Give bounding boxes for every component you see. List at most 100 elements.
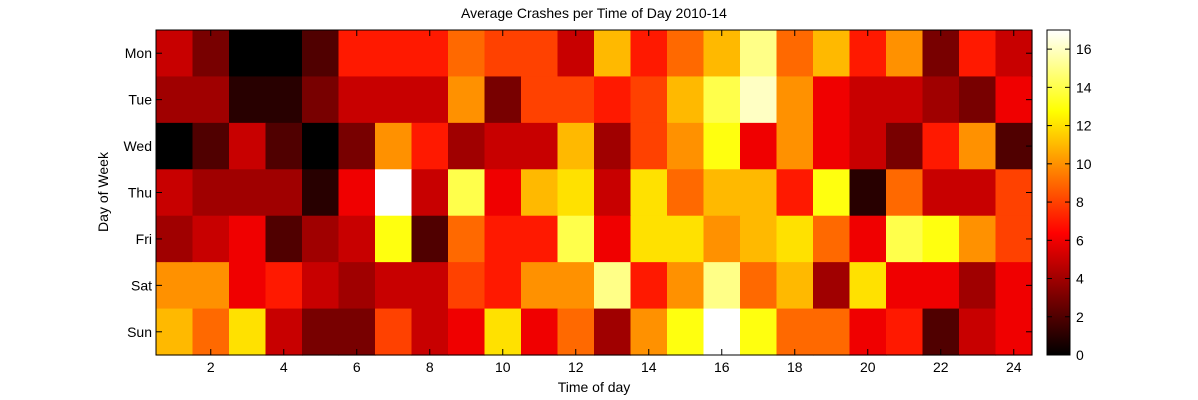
heatmap-cell bbox=[630, 262, 668, 310]
x-tick-label: 2 bbox=[207, 359, 215, 375]
heatmap-cell bbox=[922, 215, 960, 263]
heatmap-cell bbox=[265, 308, 303, 356]
heatmap-cell bbox=[484, 30, 522, 78]
heatmap-cell bbox=[484, 308, 522, 356]
heatmap-cell bbox=[484, 169, 522, 217]
heatmap-cell bbox=[630, 30, 668, 78]
heatmap-cell bbox=[156, 76, 194, 124]
y-tick-label: Fri bbox=[136, 231, 152, 247]
heatmap-cell bbox=[338, 122, 376, 170]
heatmap-cell bbox=[411, 215, 449, 263]
heatmap-cell bbox=[265, 76, 303, 124]
heatmap-cell bbox=[959, 30, 997, 78]
heatmap-cell bbox=[740, 215, 778, 263]
heatmap-cell bbox=[265, 30, 303, 78]
heatmap-cell bbox=[557, 215, 595, 263]
heatmap-cell bbox=[776, 122, 814, 170]
x-tick-label: 12 bbox=[568, 359, 584, 375]
x-tick-label: 6 bbox=[353, 359, 361, 375]
heatmap-cell bbox=[156, 30, 194, 78]
heatmap-cell bbox=[448, 30, 486, 78]
heatmap-cell bbox=[265, 169, 303, 217]
heatmap-cell bbox=[338, 30, 376, 78]
heatmap-cell bbox=[156, 215, 194, 263]
heatmap-cell bbox=[229, 308, 267, 356]
x-tick-label: 4 bbox=[280, 359, 288, 375]
heatmap-cell bbox=[594, 169, 632, 217]
heatmap-cell bbox=[448, 76, 486, 124]
heatmap-cell bbox=[484, 215, 522, 263]
heatmap-cell bbox=[594, 262, 632, 310]
heatmap-cell bbox=[557, 169, 595, 217]
heatmap-cell bbox=[886, 122, 924, 170]
x-tick-label: 22 bbox=[933, 359, 949, 375]
heatmap-cell bbox=[776, 308, 814, 356]
heatmap-cell bbox=[667, 122, 705, 170]
heatmap-cell bbox=[776, 76, 814, 124]
heatmap-cell bbox=[484, 122, 522, 170]
colorbar-ticks: 0 2 4 6 8 10 12 14 16 bbox=[1047, 41, 1092, 363]
heatmap-cell bbox=[594, 215, 632, 263]
x-axis-ticks: 2 4 6 8 10 12 14 16 18 20 22 24 bbox=[207, 30, 1022, 375]
heatmap-cell bbox=[557, 76, 595, 124]
heatmap-cell bbox=[813, 122, 851, 170]
y-tick-label: Sun bbox=[127, 324, 152, 340]
heatmap-cell bbox=[484, 262, 522, 310]
heatmap-cell bbox=[411, 169, 449, 217]
heatmap-cell bbox=[375, 215, 413, 263]
colorbar-tick-label: 2 bbox=[1076, 309, 1084, 325]
heatmap-cell bbox=[411, 262, 449, 310]
heatmap-cell bbox=[740, 169, 778, 217]
heatmap-cell bbox=[813, 308, 851, 356]
heatmap-cell bbox=[338, 215, 376, 263]
y-axis-ticks: Mon Tue Wed Thu Fri Sat Sun bbox=[123, 45, 1032, 340]
heatmap-cell bbox=[849, 30, 887, 78]
colorbar-tick-label: 10 bbox=[1076, 156, 1092, 172]
heatmap-cell bbox=[922, 30, 960, 78]
heatmap-cell bbox=[886, 76, 924, 124]
heatmap-cell bbox=[667, 30, 705, 78]
x-tick-label: 24 bbox=[1006, 359, 1022, 375]
heatmap-cell bbox=[156, 169, 194, 217]
heatmap-cell bbox=[375, 308, 413, 356]
y-tick-label: Sat bbox=[131, 277, 152, 293]
heatmap-cell bbox=[959, 308, 997, 356]
heatmap-cell bbox=[448, 169, 486, 217]
heatmap-cell bbox=[521, 169, 559, 217]
heatmap-cell bbox=[959, 262, 997, 310]
colorbar-tick-label: 0 bbox=[1076, 347, 1084, 363]
heatmap-cell bbox=[594, 308, 632, 356]
heatmap-cell bbox=[813, 76, 851, 124]
heatmap-cell bbox=[594, 30, 632, 78]
heatmap-cell bbox=[630, 169, 668, 217]
heatmap-cell bbox=[594, 76, 632, 124]
heatmap-cell bbox=[192, 215, 230, 263]
x-tick-label: 8 bbox=[426, 359, 434, 375]
heatmap-cell bbox=[302, 215, 340, 263]
colorbar-tick-label: 12 bbox=[1076, 118, 1092, 134]
heatmap-cell bbox=[740, 262, 778, 310]
heatmap-cell bbox=[229, 262, 267, 310]
heatmap-cell bbox=[302, 30, 340, 78]
y-tick-label: Thu bbox=[128, 185, 152, 201]
y-tick-label: Mon bbox=[125, 45, 152, 61]
heatmap-cell bbox=[338, 169, 376, 217]
heatmap-cell bbox=[375, 30, 413, 78]
colorbar bbox=[1046, 29, 1071, 356]
heatmap-cell bbox=[630, 308, 668, 356]
x-axis-label: Time of day bbox=[558, 379, 631, 395]
heatmap-cell bbox=[922, 308, 960, 356]
heatmap-cell bbox=[740, 30, 778, 78]
heatmap-cell bbox=[265, 262, 303, 310]
heatmap-cell bbox=[229, 169, 267, 217]
heatmap-cell bbox=[667, 215, 705, 263]
heatmap-cell bbox=[192, 262, 230, 310]
heatmap-cell bbox=[959, 122, 997, 170]
heatmap-cell bbox=[959, 169, 997, 217]
heatmap-cell bbox=[776, 262, 814, 310]
heatmap-cell bbox=[813, 30, 851, 78]
heatmap-cell bbox=[630, 122, 668, 170]
x-tick-label: 18 bbox=[787, 359, 803, 375]
heatmap-cell bbox=[521, 308, 559, 356]
